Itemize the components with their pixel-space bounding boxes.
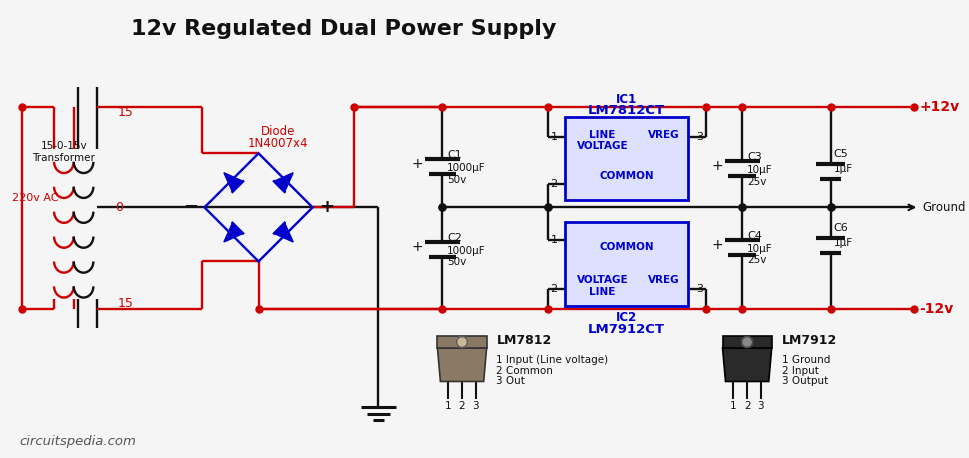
Text: 25v: 25v: [746, 177, 766, 187]
Text: −: −: [183, 198, 198, 216]
Polygon shape: [274, 223, 293, 242]
Text: 3: 3: [757, 401, 764, 411]
Circle shape: [741, 337, 752, 348]
Text: C4: C4: [746, 231, 762, 241]
Text: 3: 3: [696, 284, 703, 294]
Text: 2: 2: [549, 284, 557, 294]
Text: 3: 3: [472, 401, 479, 411]
Text: C5: C5: [832, 149, 848, 159]
Text: VOLTAGE: VOLTAGE: [577, 142, 628, 152]
Bar: [437, 336, 486, 348]
Text: VREG: VREG: [647, 130, 678, 140]
Circle shape: [456, 337, 467, 348]
Text: 12v Regulated Dual Power Supply: 12v Regulated Dual Power Supply: [131, 19, 556, 38]
Text: 1 Ground: 1 Ground: [781, 355, 829, 365]
Text: 1000μF: 1000μF: [447, 163, 485, 173]
Text: LM7912: LM7912: [781, 333, 836, 347]
Text: 1: 1: [445, 401, 452, 411]
Text: VREG: VREG: [647, 275, 678, 285]
Text: COMMON: COMMON: [599, 242, 653, 252]
Text: 1μF: 1μF: [832, 164, 852, 174]
Text: 3 Output: 3 Output: [781, 376, 827, 387]
Text: LM7812CT: LM7812CT: [587, 104, 665, 116]
Text: 3: 3: [696, 131, 703, 142]
Text: 15: 15: [118, 105, 134, 119]
Text: 0: 0: [115, 201, 123, 214]
Text: 10μF: 10μF: [746, 244, 772, 254]
FancyBboxPatch shape: [565, 222, 687, 305]
FancyBboxPatch shape: [565, 117, 687, 201]
Polygon shape: [437, 348, 486, 382]
Text: +: +: [711, 238, 723, 252]
Text: 1: 1: [730, 401, 735, 411]
Text: LM7912CT: LM7912CT: [587, 323, 665, 336]
Text: Diode: Diode: [261, 125, 296, 138]
Polygon shape: [274, 173, 293, 192]
Text: circuitspedia.com: circuitspedia.com: [19, 435, 137, 448]
Text: 1μF: 1μF: [832, 238, 852, 248]
Polygon shape: [722, 348, 771, 382]
Text: 50v: 50v: [447, 175, 466, 185]
Text: 2: 2: [743, 401, 750, 411]
Text: C1: C1: [447, 150, 461, 160]
Text: LINE: LINE: [589, 287, 615, 297]
Text: 1 Input (Line voltage): 1 Input (Line voltage): [496, 355, 608, 365]
Text: 1000μF: 1000μF: [447, 245, 485, 256]
Polygon shape: [224, 223, 243, 242]
Text: 1N4007x4: 1N4007x4: [248, 137, 308, 150]
Text: +: +: [319, 198, 333, 216]
Text: +: +: [412, 240, 423, 254]
Text: 1: 1: [549, 131, 557, 142]
Text: Ground: Ground: [922, 201, 964, 214]
Text: C2: C2: [447, 233, 461, 243]
Text: Transformer: Transformer: [32, 153, 95, 163]
Text: +: +: [711, 159, 723, 173]
Text: 2: 2: [549, 179, 557, 189]
Polygon shape: [224, 173, 243, 192]
Text: IC1: IC1: [615, 93, 637, 106]
Text: C6: C6: [832, 223, 848, 233]
Text: IC2: IC2: [615, 311, 637, 324]
Text: 3 Out: 3 Out: [496, 376, 525, 387]
Text: LINE: LINE: [589, 130, 615, 140]
Text: 25v: 25v: [746, 256, 766, 266]
Text: LM7812: LM7812: [496, 333, 551, 347]
Text: 2 Common: 2 Common: [496, 365, 552, 376]
Text: 2: 2: [458, 401, 465, 411]
Text: 15-0-15v: 15-0-15v: [41, 142, 87, 152]
Text: 2 Input: 2 Input: [781, 365, 818, 376]
Text: -12v: -12v: [919, 302, 953, 316]
Text: 220v AC: 220v AC: [12, 192, 58, 202]
Text: VOLTAGE: VOLTAGE: [577, 275, 628, 285]
Text: +12v: +12v: [919, 100, 958, 114]
Text: 1: 1: [549, 235, 557, 245]
Bar: [722, 336, 771, 348]
Text: COMMON: COMMON: [599, 171, 653, 181]
Text: +: +: [412, 157, 423, 171]
Text: 15: 15: [118, 297, 134, 310]
Text: 10μF: 10μF: [746, 165, 772, 175]
Text: 50v: 50v: [447, 257, 466, 267]
Text: C3: C3: [746, 152, 761, 162]
